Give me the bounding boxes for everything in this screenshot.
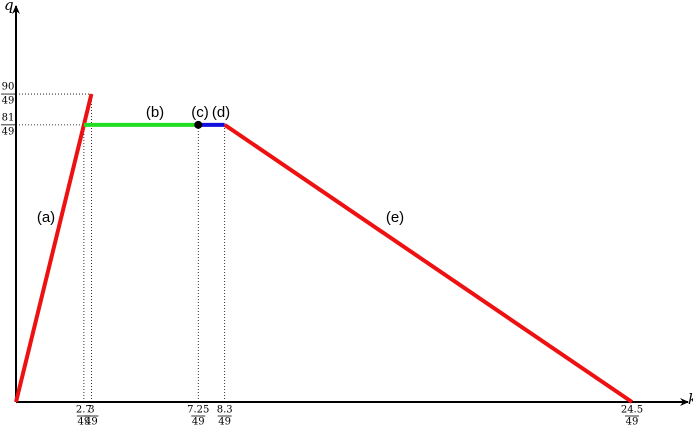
x-tick-denominator: 49	[85, 417, 98, 426]
x-tick-denominator: 49	[626, 417, 639, 426]
segment-label: (a)	[37, 209, 55, 226]
y-axis-label: q	[4, 0, 14, 14]
y-tick-numerator: 81	[2, 112, 15, 123]
y-tick-denominator: 49	[2, 96, 15, 107]
segment	[223, 123, 634, 404]
y-tick-numerator: 90	[2, 82, 15, 93]
x-tick-denominator: 49	[218, 417, 231, 426]
x-tick-denominator: 49	[78, 417, 91, 426]
x-tick-numerator: 2.7	[76, 405, 92, 416]
x-tick-numerator: 8.3	[217, 405, 233, 416]
y-tick-denominator: 49	[2, 126, 15, 137]
segment-label: (e)	[386, 209, 404, 226]
x-tick-numerator: 3	[88, 405, 94, 416]
segment-label: (c)	[191, 104, 209, 121]
x-tick-numerator: 24.5	[621, 405, 643, 416]
point	[194, 120, 203, 129]
x-axis-label: k	[688, 390, 693, 408]
x-tick-numerator: 7.25	[187, 405, 209, 416]
segment-label: (d)	[212, 104, 230, 121]
x-tick-denominator: 49	[192, 417, 205, 426]
segment-label: (b)	[146, 104, 164, 121]
segment	[14, 93, 94, 403]
